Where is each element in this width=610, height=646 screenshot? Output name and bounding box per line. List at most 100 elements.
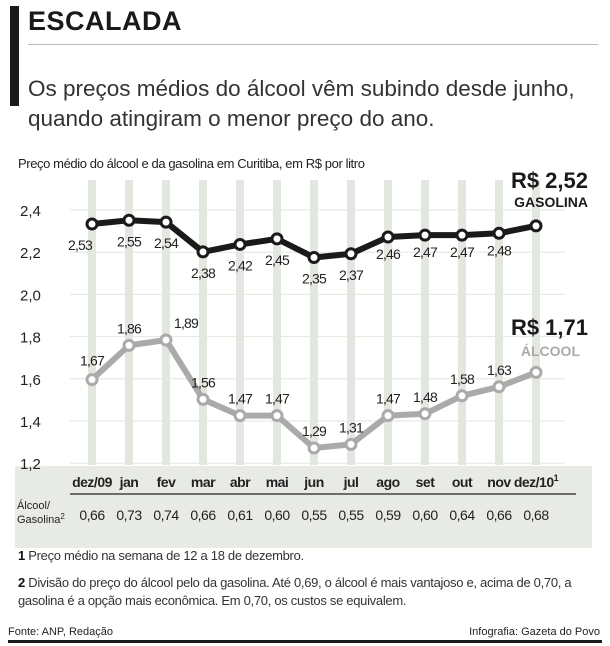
x-tick-label: mar <box>191 474 216 490</box>
x-tick-label: set <box>416 474 436 490</box>
ratio-value: 0,66 <box>190 507 216 523</box>
data-point <box>233 409 247 423</box>
ratio-value: 0,74 <box>153 507 179 523</box>
data-point <box>159 333 173 347</box>
data-point <box>529 365 543 379</box>
gasolina-series-label: GASOLINA <box>514 194 588 210</box>
data-point <box>307 250 321 264</box>
ratio-row-label: Álcool/ <box>17 499 51 512</box>
bottom-rule <box>8 640 602 643</box>
ratio-value: 0,66 <box>79 507 105 523</box>
x-tick-label: ago <box>376 474 399 490</box>
footnote-2: 2 Divisão do preço do álcool pelo da gas… <box>18 574 603 610</box>
data-label: 2,48 <box>487 242 512 258</box>
data-label: 2,47 <box>413 244 438 260</box>
line-chart: 2,4 2,2 2,0 1,8 1,6 1,4 1,2 dez/09 jan fev mar abr m… <box>17 168 588 526</box>
data-label: 2,54 <box>154 235 179 251</box>
chart-title: Preço médio do álcool e da gasolina em C… <box>18 156 365 171</box>
data-point <box>233 237 247 251</box>
ratio-value: 0,60 <box>264 507 290 523</box>
data-point <box>492 226 506 240</box>
data-label: 1,48 <box>413 389 438 405</box>
x-tick-label: dez/09 <box>72 474 113 490</box>
footnote-number: 1 <box>18 548 25 563</box>
footnote-text: Divisão do preço do álcool pelo da gasol… <box>18 575 572 608</box>
ratio-value: 0,73 <box>116 507 142 523</box>
data-point <box>159 215 173 229</box>
x-tick-label: jun <box>303 474 324 490</box>
superscript: 2 <box>60 512 65 521</box>
data-point <box>196 245 210 259</box>
y-tick-label: 2,2 <box>20 245 41 262</box>
footnote-1: 1 Preço médio na semana de 12 a 18 de de… <box>18 548 304 563</box>
data-point <box>381 409 395 423</box>
data-label: 2,38 <box>191 265 216 281</box>
data-label: 1,63 <box>487 362 512 378</box>
title-accent-bar <box>10 6 19 106</box>
x-tick-label: nov <box>487 474 511 490</box>
ratio-row-label: Gasolina2 <box>17 512 65 526</box>
y-tick-label: 1,4 <box>20 414 41 431</box>
data-label: 1,47 <box>265 391 290 407</box>
footer: Fonte: ANP, Redação Infografia: Gazeta d… <box>8 626 600 638</box>
data-point <box>122 213 136 227</box>
ratio-table-background <box>15 466 592 548</box>
ratio-value: 0,64 <box>449 507 475 523</box>
footnote-number: 2 <box>18 575 25 590</box>
data-point <box>196 392 210 406</box>
alcool-series-label: ÁLCOOL <box>521 343 581 359</box>
data-label: 2,53 <box>68 237 93 253</box>
x-tick-label: jan <box>119 474 139 490</box>
data-point <box>455 389 469 403</box>
data-point <box>344 247 358 261</box>
ratio-value: 0,66 <box>486 507 512 523</box>
ratio-value: 0,61 <box>227 507 253 523</box>
data-label: 2,45 <box>265 252 290 268</box>
data-label: 2,55 <box>117 233 142 249</box>
footnote-text: Preço médio na semana de 12 a 18 de deze… <box>28 548 304 563</box>
data-label: 2,46 <box>376 246 401 262</box>
data-label: 1,58 <box>450 371 475 387</box>
x-tick-label: dez/101 <box>514 473 559 490</box>
data-label: 1,29 <box>302 423 327 439</box>
data-label: 1,47 <box>228 391 253 407</box>
x-tick-label: jul <box>343 474 359 490</box>
y-tick-label: 1,6 <box>20 372 41 389</box>
data-point <box>344 437 358 451</box>
data-point <box>270 409 284 423</box>
ratio-value: 0,55 <box>338 507 364 523</box>
credit: Infografia: Gazeta do Povo <box>469 626 600 638</box>
alcool-callout: R$ 1,71 <box>511 315 588 340</box>
x-tick-label: out <box>452 474 473 490</box>
x-tick-label: fev <box>157 474 176 490</box>
data-point <box>307 441 321 455</box>
y-tick-label: 1,8 <box>20 330 41 347</box>
ratio-value: 0,68 <box>523 507 549 523</box>
data-label: 2,47 <box>450 244 475 260</box>
ratio-value: 0,60 <box>412 507 438 523</box>
data-point <box>418 228 432 242</box>
ratio-value: 0,59 <box>375 507 401 523</box>
data-point <box>85 217 99 231</box>
data-label: 2,37 <box>339 267 364 283</box>
data-label: 2,42 <box>228 257 253 273</box>
y-tick-label: 2,4 <box>20 203 41 220</box>
data-point <box>381 230 395 244</box>
ratio-value: 0,55 <box>301 507 327 523</box>
data-label: 2,35 <box>302 270 327 286</box>
data-label: 1,31 <box>339 419 364 435</box>
y-tick-label: 2,0 <box>20 287 41 304</box>
gasolina-callout: R$ 2,52 <box>511 168 588 193</box>
data-point <box>455 228 469 242</box>
superscript: 1 <box>554 473 559 483</box>
data-label: 1,86 <box>117 320 142 336</box>
data-point <box>270 232 284 246</box>
data-point <box>85 373 99 387</box>
data-label: 1,47 <box>376 391 401 407</box>
headline: ESCALADA <box>28 6 183 36</box>
data-point <box>529 219 543 233</box>
data-point <box>418 407 432 421</box>
data-point <box>122 338 136 352</box>
x-tick-label: mai <box>266 474 289 490</box>
